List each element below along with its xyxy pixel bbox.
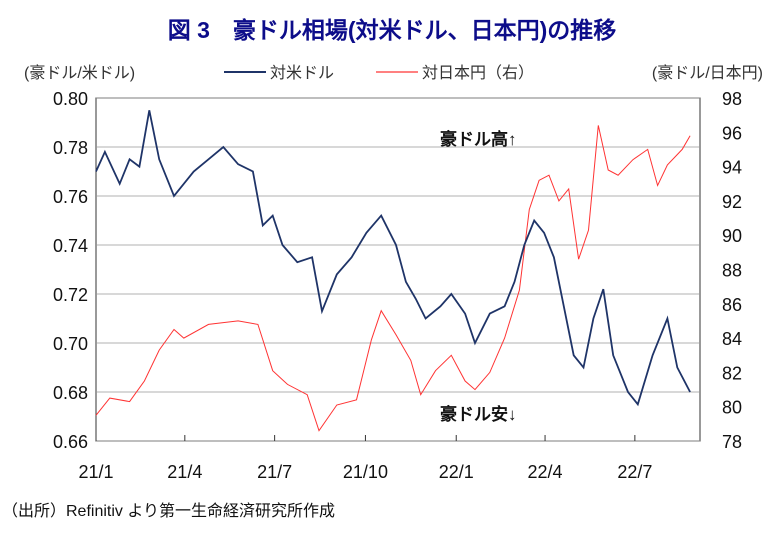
y-right-tick-label: 88 bbox=[722, 261, 742, 281]
y-left-tick-label: 0.74 bbox=[53, 236, 88, 256]
source-note: （出所）Refinitiv より第一生命経済研究所作成 bbox=[2, 502, 335, 520]
y-right-tick-label: 94 bbox=[722, 158, 742, 178]
y-left-tick-label: 0.72 bbox=[53, 285, 88, 305]
x-tick-label: 22/1 bbox=[439, 462, 474, 482]
x-tick-label: 22/7 bbox=[617, 462, 652, 482]
y-left-tick-label: 0.76 bbox=[53, 187, 88, 207]
y-right-tick-label: 92 bbox=[722, 192, 742, 212]
y-right-tick-label: 80 bbox=[722, 398, 742, 418]
y-right-tick-label: 78 bbox=[722, 432, 742, 452]
series-line-usd bbox=[95, 110, 691, 407]
y-right-tick-label: 98 bbox=[722, 89, 742, 109]
y-right-tick-label: 90 bbox=[722, 226, 742, 246]
right-axis-label: (豪ドル/日本円) bbox=[652, 63, 763, 82]
y-right-tick-label: 84 bbox=[722, 329, 742, 349]
annotation-aud-up: 豪ドル高↑ bbox=[440, 129, 517, 149]
y-right-tick-label: 82 bbox=[722, 363, 742, 383]
y-left-tick-label: 0.80 bbox=[53, 89, 88, 109]
left-axis-label: (豪ドル/米ドル) bbox=[24, 63, 135, 82]
annotation-aud-down: 豪ドル安↓ bbox=[440, 404, 517, 424]
x-tick-label: 21/7 bbox=[257, 462, 292, 482]
y-left-tick-label: 0.78 bbox=[53, 138, 88, 158]
legend-label-usd: 対米ドル bbox=[270, 64, 334, 82]
x-tick-label: 21/1 bbox=[78, 462, 113, 482]
y-right-tick-label: 86 bbox=[722, 295, 742, 315]
x-tick-label: 21/4 bbox=[167, 462, 202, 482]
y-left-tick-label: 0.66 bbox=[53, 432, 88, 452]
y-left-tick-label: 0.70 bbox=[53, 334, 88, 354]
x-tick-label: 22/4 bbox=[528, 462, 563, 482]
series-line-jpy bbox=[95, 125, 691, 432]
plot-area bbox=[95, 97, 701, 442]
y-right-tick-label: 96 bbox=[722, 123, 742, 143]
legend-label-jpy: 対日本円（右） bbox=[422, 64, 534, 82]
legend: 対米ドル 対日本円（右） bbox=[224, 64, 534, 82]
chart-title: 図 3 豪ドル相場(対米ドル、日本円)の推移 bbox=[168, 17, 617, 43]
y-left-tick-label: 0.68 bbox=[53, 383, 88, 403]
x-tick-label: 21/10 bbox=[343, 462, 388, 482]
